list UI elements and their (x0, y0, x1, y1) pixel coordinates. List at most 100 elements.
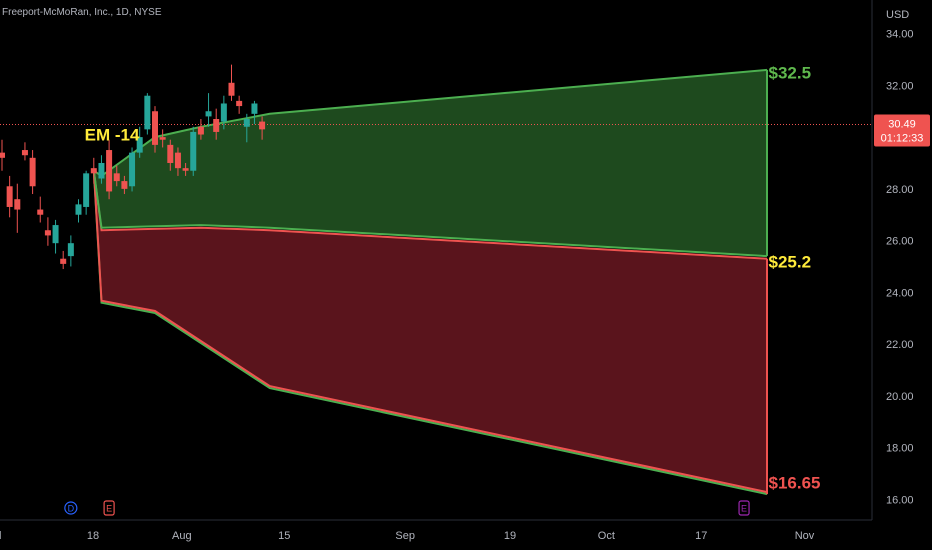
candle-body (205, 111, 212, 117)
annotation-label: $25.2 (769, 252, 812, 271)
candle-body (251, 103, 258, 114)
candle[interactable] (205, 93, 212, 127)
currency-label: USD (886, 9, 909, 21)
price-tick-label: 28.00 (886, 184, 914, 196)
candle[interactable] (44, 217, 51, 246)
time-tick-label: Aug (172, 530, 192, 542)
candle[interactable] (228, 64, 235, 101)
candle[interactable] (90, 157, 97, 184)
candle[interactable] (6, 175, 13, 218)
price-tick-label: 18.00 (886, 443, 914, 455)
candlesticks[interactable] (0, 64, 266, 270)
time-tick-label: 17 (695, 530, 707, 542)
candle-body (6, 186, 13, 207)
candle[interactable] (98, 155, 105, 184)
price-axis[interactable]: 16.0018.0020.0022.0024.0026.0028.0030.00… (871, 0, 914, 520)
candle[interactable] (37, 196, 44, 223)
candle[interactable] (159, 129, 166, 148)
lower-band-area (93, 170, 768, 495)
event-marker-label: E (741, 504, 747, 514)
candle-body (129, 152, 136, 187)
price-tag-price: 30.49 (888, 118, 916, 130)
candle[interactable] (243, 113, 250, 143)
candle-body (60, 258, 67, 264)
candle-body (67, 243, 74, 257)
candle-body (44, 230, 51, 236)
candle-body (52, 225, 59, 244)
candle-body (106, 150, 113, 192)
candle[interactable] (190, 126, 197, 176)
price-tick-label: 20.00 (886, 391, 914, 403)
event-marker[interactable]: E (738, 500, 750, 516)
candle[interactable] (220, 95, 227, 130)
symbol-title: Freeport-McMoRan, Inc., 1D, NYSE (2, 7, 162, 18)
price-tick-label: 24.00 (886, 287, 914, 299)
candle-body (236, 100, 243, 107)
candle[interactable] (52, 219, 59, 254)
time-tick-label: Jul (0, 530, 1, 542)
candle-body (29, 157, 36, 187)
expected-move-bands (92, 68, 768, 496)
candle[interactable] (60, 250, 67, 270)
candle[interactable] (67, 235, 74, 267)
candle-body (121, 181, 128, 189)
time-tick-label: Sep (395, 530, 415, 542)
event-marker[interactable]: E (103, 500, 115, 516)
time-tick-label: 18 (87, 530, 99, 542)
candle[interactable] (121, 175, 128, 195)
time-tick-label: Oct (598, 530, 615, 542)
candle-body (75, 204, 82, 215)
event-marker-label: E (106, 504, 112, 514)
dividend-marker-icon (64, 501, 78, 515)
candle[interactable] (75, 199, 82, 223)
candle-body (213, 119, 220, 132)
candle[interactable] (251, 100, 258, 125)
candle[interactable] (259, 116, 266, 140)
price-tag-background (874, 114, 930, 147)
candle[interactable] (136, 126, 143, 158)
candle[interactable] (197, 119, 204, 140)
candle-body (197, 126, 204, 135)
time-axis[interactable]: Jul 18 Aug 15 Sep 19 Oct 17 Nov (0, 519, 872, 542)
price-tick-label: 34.00 (886, 29, 914, 41)
event-marker-label: D (68, 504, 75, 514)
candle-body (167, 144, 174, 163)
event-marker[interactable]: D (64, 501, 78, 515)
candle[interactable] (106, 139, 113, 200)
candle-body (243, 119, 250, 127)
lower-band-bottom-line (92, 168, 768, 494)
time-tick-label: Nov (795, 530, 815, 542)
candle-body (90, 168, 97, 174)
earnings-marker-icon (103, 500, 115, 516)
candle-body (136, 137, 143, 153)
candle-body (228, 82, 235, 96)
candle[interactable] (0, 139, 5, 171)
candle[interactable] (113, 165, 120, 187)
candle[interactable] (14, 183, 21, 233)
candle-body (144, 95, 151, 130)
candle[interactable] (182, 162, 189, 176)
candle[interactable] (129, 147, 136, 192)
candle[interactable] (83, 170, 90, 215)
candle[interactable] (144, 93, 151, 135)
candle-body (190, 131, 197, 171)
candle-body (259, 121, 266, 130)
annotations: EM -14 $32.5 $25.2 $16.65 (85, 63, 821, 492)
candle-body (14, 199, 21, 210)
candle[interactable] (213, 108, 220, 140)
candle[interactable] (29, 150, 36, 195)
annotation-label: $16.65 (769, 473, 821, 492)
candle[interactable] (152, 106, 158, 153)
candle-body (0, 152, 5, 158)
candle-body (37, 209, 44, 215)
annotation-label: $32.5 (769, 63, 812, 82)
candle-body (98, 162, 105, 179)
price-tag: 30.49 01:12:33 (874, 114, 930, 147)
candle[interactable] (167, 139, 174, 171)
candle[interactable] (174, 147, 181, 176)
candle[interactable] (21, 142, 28, 161)
candle[interactable] (236, 95, 243, 114)
candle-body (182, 168, 189, 171)
